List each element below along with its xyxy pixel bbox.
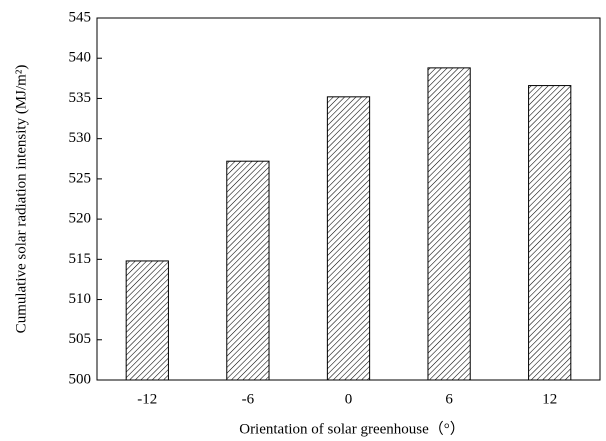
y-tick-label: 545 <box>69 9 92 25</box>
y-axis-label: Cumulative solar radiation intensity (MJ… <box>13 65 29 334</box>
y-tick-label: 540 <box>69 50 92 66</box>
y-tick-label: 525 <box>69 170 92 186</box>
x-tick-label: 12 <box>542 391 557 407</box>
y-tick-label: 530 <box>69 130 92 146</box>
bar <box>326 96 371 381</box>
y-tick-label: 515 <box>69 251 92 267</box>
x-tick-label: 0 <box>345 391 353 407</box>
y-tick-label: 510 <box>69 291 92 307</box>
bar <box>125 260 169 381</box>
y-tick-label: 520 <box>69 211 92 227</box>
x-tick-label: -12 <box>137 391 157 407</box>
x-axis-label: Orientation of solar greenhouse（°） <box>239 420 465 437</box>
y-tick-label: 505 <box>69 331 92 347</box>
bar <box>427 67 471 381</box>
bar <box>226 160 270 381</box>
plot-frame <box>96 17 601 381</box>
y-tick-label: 535 <box>69 90 92 106</box>
x-tick-label: -6 <box>242 391 255 407</box>
bar <box>528 85 572 381</box>
x-tick-label: 6 <box>445 391 453 407</box>
y-tick-label: 500 <box>69 371 92 387</box>
